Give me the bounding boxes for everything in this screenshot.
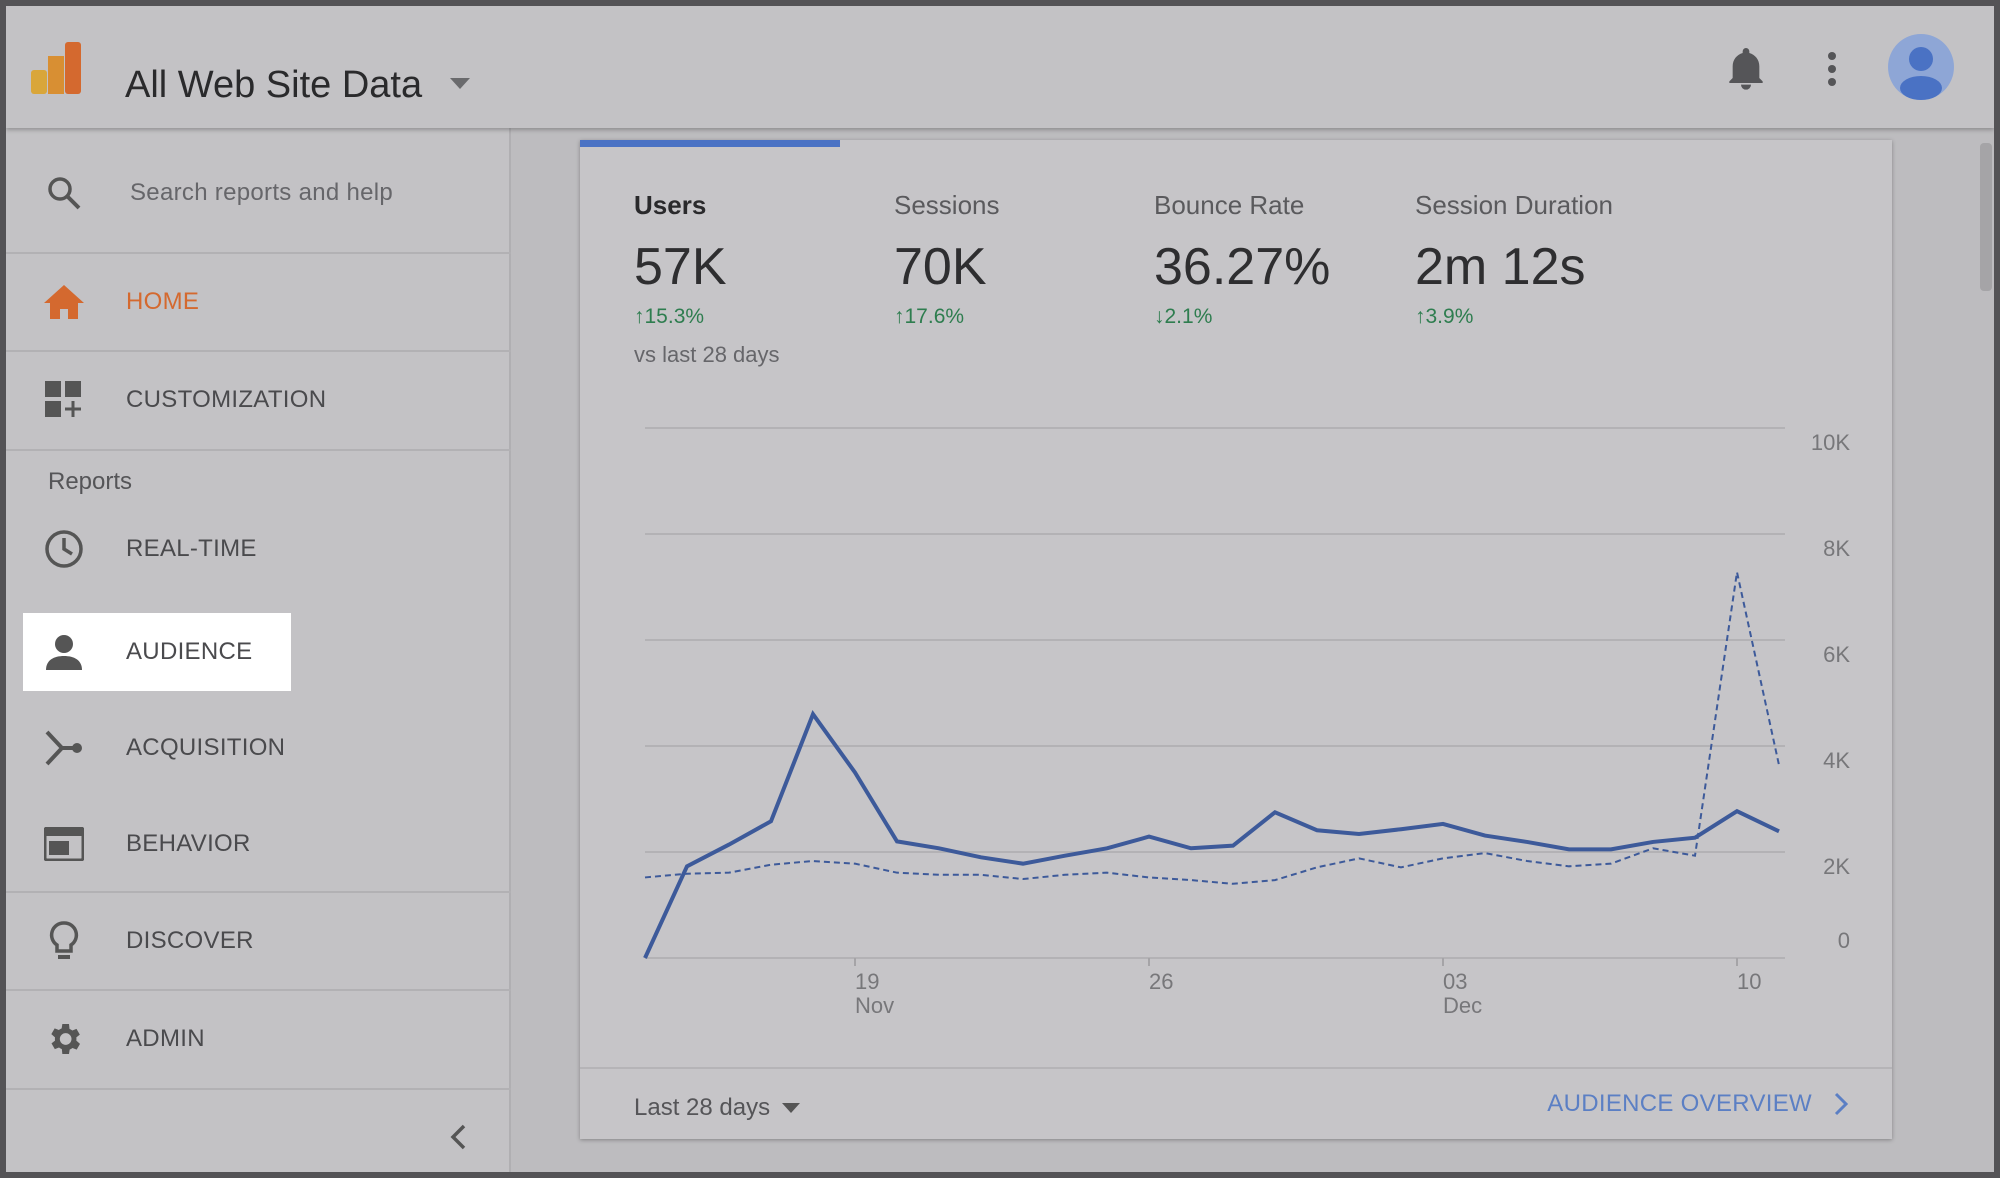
search-bar[interactable]: Search reports and help <box>6 163 511 223</box>
reports-section-label: Reports <box>48 468 133 495</box>
x-tick-month: Dec <box>1443 993 1483 1018</box>
y-tick-label: 8K <box>1823 536 1850 561</box>
dashboard-add-icon <box>45 381 81 417</box>
sidebar-item-label: HOME <box>126 288 200 315</box>
bell-icon[interactable] <box>1726 46 1766 90</box>
metric-change: ↑15.3% <box>634 305 705 328</box>
x-tick-day: 26 <box>1149 969 1174 994</box>
acquisition-icon <box>45 730 82 766</box>
sidebar-item-label: ACQUISITION <box>126 734 286 761</box>
metric-value: 36.27% <box>1154 238 1331 296</box>
y-tick-label: 4K <box>1823 748 1850 773</box>
metric-value: 70K <box>894 238 987 296</box>
chevron-right-icon <box>1834 1092 1848 1116</box>
sidebar-item-discover[interactable]: DISCOVER <box>6 911 511 971</box>
date-range-select[interactable]: Last 28 days <box>634 1094 801 1122</box>
sidebar-item-customization[interactable]: CUSTOMIZATION <box>6 370 511 430</box>
sidebar: Search reports and help HOME CUSTOMIZATI… <box>6 128 511 1172</box>
series-line-current <box>643 710 1780 959</box>
metric-session-duration[interactable]: Session Duration 2m 12s ↑3.9% <box>1415 190 1613 329</box>
lightbulb-icon <box>49 921 79 959</box>
metric-bounce-rate[interactable]: Bounce Rate 36.27% ↓2.1% <box>1154 190 1330 329</box>
x-tick-label: 26 <box>1149 970 1173 994</box>
chevron-left-icon[interactable] <box>450 1124 466 1150</box>
users-chart <box>643 427 1785 966</box>
metric-label: Sessions <box>894 190 1000 220</box>
x-tick-day: 10 <box>1737 969 1762 994</box>
x-tick-day: 03 <box>1443 969 1468 994</box>
metric-label: Session Duration <box>1415 190 1613 220</box>
scrollbar-thumb[interactable] <box>1980 143 1992 291</box>
x-tick-label: 10 <box>1737 970 1761 994</box>
y-tick-label: 6K <box>1823 642 1850 667</box>
comparison-text: vs last 28 days <box>634 342 780 367</box>
y-tick-label: 2K <box>1823 854 1850 879</box>
person-icon <box>46 635 82 670</box>
dropdown-arrow-icon[interactable] <box>450 78 470 90</box>
y-tick-label: 10K <box>1810 430 1850 455</box>
home-icon <box>44 285 84 319</box>
behavior-icon <box>44 827 84 861</box>
x-tick-label: 03 Dec <box>1443 970 1482 1018</box>
sidebar-item-label: AUDIENCE <box>126 638 253 665</box>
x-tick-label: 19 Nov <box>855 970 894 1018</box>
sidebar-item-label: ADMIN <box>126 1025 205 1052</box>
audience-overview-label: AUDIENCE OVERVIEW <box>1547 1090 1812 1117</box>
sidebar-item-label: BEHAVIOR <box>126 830 251 857</box>
series-line-previous <box>644 571 1780 885</box>
app: All Web Site Data Search reports and hel… <box>6 6 1994 1172</box>
analytics-logo[interactable] <box>31 42 83 94</box>
sidebar-item-behavior[interactable]: BEHAVIOR <box>6 814 511 874</box>
sidebar-item-label: CUSTOMIZATION <box>126 386 327 413</box>
search-icon <box>48 177 81 210</box>
avatar[interactable] <box>1888 34 1954 100</box>
date-range-label: Last 28 days <box>634 1094 771 1121</box>
overview-card: Users 57K ↑15.3% Sessions 70K ↑17.6% Bounce … <box>580 140 1892 1139</box>
sidebar-item-acquisition[interactable]: ACQUISITION <box>6 718 511 778</box>
metric-value: 2m 12s <box>1415 238 1586 296</box>
search-input[interactable]: Search reports and help <box>130 179 394 206</box>
audience-overview-link[interactable]: AUDIENCE OVERVIEW <box>1547 1090 1848 1118</box>
metric-change: ↑3.9% <box>1415 305 1474 328</box>
clock-icon <box>45 530 83 568</box>
property-title[interactable]: All Web Site Data <box>125 64 423 106</box>
sidebar-item-audience[interactable]: AUDIENCE <box>6 622 511 682</box>
metric-change: ↑17.6% <box>894 305 965 328</box>
metric-label: Bounce Rate <box>1154 190 1305 220</box>
metric-change: ↓2.1% <box>1154 305 1213 328</box>
sidebar-item-admin[interactable]: ADMIN <box>6 1009 511 1069</box>
more-vert-icon[interactable] <box>1826 50 1838 88</box>
sidebar-item-home[interactable]: HOME <box>6 272 511 332</box>
selected-metric-indicator <box>580 140 840 147</box>
gear-icon <box>51 1024 80 1054</box>
sidebar-item-label: REAL-TIME <box>126 535 257 562</box>
sidebar-item-real-time[interactable]: REAL-TIME <box>6 519 511 579</box>
metric-value: 57K <box>634 238 727 296</box>
sidebar-item-label: DISCOVER <box>126 927 254 954</box>
metric-users[interactable]: Users 57K ↑15.3% <box>634 190 727 329</box>
dropdown-arrow-icon <box>782 1103 801 1113</box>
metric-label: Users <box>634 190 707 220</box>
metric-sessions[interactable]: Sessions 70K ↑17.6% <box>894 190 1000 329</box>
y-tick-label: 0 <box>1837 928 1850 953</box>
x-tick-month: Nov <box>855 993 895 1018</box>
header: All Web Site Data <box>6 6 1994 128</box>
x-tick-day: 19 <box>855 969 880 994</box>
